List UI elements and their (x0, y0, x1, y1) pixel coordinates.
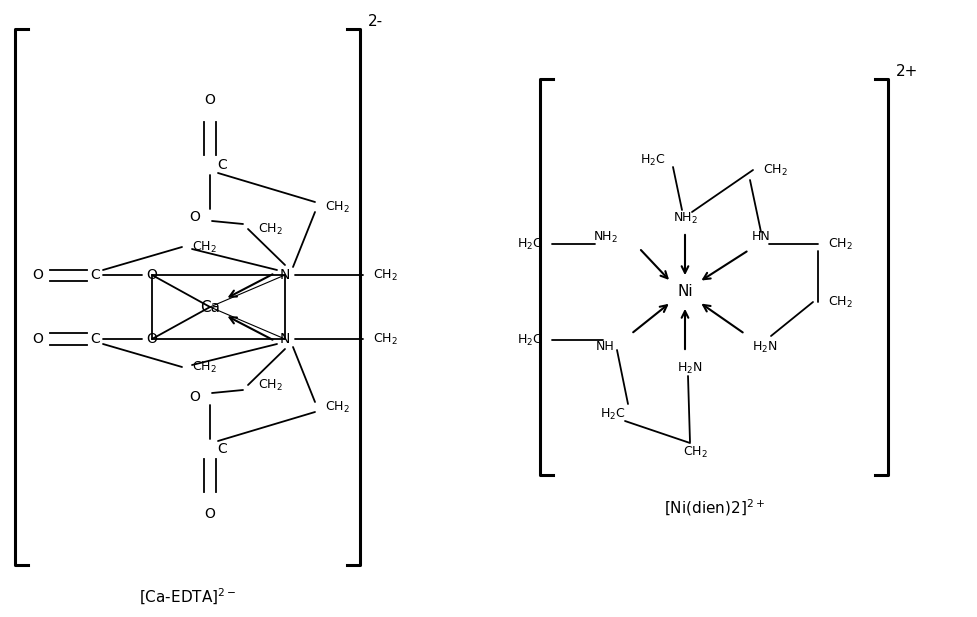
Text: CH$_2$: CH$_2$ (827, 294, 852, 310)
Text: H$_2$C: H$_2$C (640, 152, 665, 168)
Text: H$_2$C: H$_2$C (517, 236, 542, 252)
Text: CH$_2$: CH$_2$ (372, 267, 397, 283)
Text: HN: HN (751, 231, 770, 244)
Text: O: O (32, 332, 43, 346)
Text: H$_2$C: H$_2$C (600, 407, 625, 421)
Text: O: O (190, 390, 200, 404)
Text: N: N (279, 268, 290, 282)
Text: O: O (190, 210, 200, 224)
Text: NH: NH (595, 341, 614, 354)
Text: N: N (279, 332, 290, 346)
Text: CH$_2$: CH$_2$ (827, 236, 852, 252)
Text: 2-: 2- (367, 14, 383, 29)
Text: Ni: Ni (676, 284, 692, 299)
Text: O: O (204, 93, 215, 107)
Text: H$_2$C: H$_2$C (517, 333, 542, 347)
Text: H$_2$N: H$_2$N (676, 360, 702, 376)
Text: NH$_2$: NH$_2$ (592, 230, 616, 244)
Text: C: C (217, 158, 227, 172)
Text: CH$_2$: CH$_2$ (257, 378, 282, 392)
Text: CH$_2$: CH$_2$ (257, 222, 282, 236)
Text: 2+: 2+ (895, 64, 917, 79)
Text: O: O (147, 332, 157, 346)
Text: CH$_2$: CH$_2$ (762, 162, 786, 178)
Text: CH$_2$: CH$_2$ (324, 199, 349, 215)
Text: CH$_2$: CH$_2$ (191, 360, 216, 375)
Text: CH$_2$: CH$_2$ (682, 444, 706, 460)
Text: H$_2$N: H$_2$N (751, 339, 777, 355)
Text: CH$_2$: CH$_2$ (324, 399, 349, 415)
Text: O: O (32, 268, 43, 282)
Text: O: O (204, 507, 215, 521)
Text: CH$_2$: CH$_2$ (191, 239, 216, 255)
Text: CH$_2$: CH$_2$ (372, 331, 397, 347)
Text: Ca: Ca (199, 299, 220, 315)
Text: NH$_2$: NH$_2$ (672, 210, 697, 226)
Text: C: C (90, 268, 100, 282)
Text: [Ni(dien)2]$^{2+}$: [Ni(dien)2]$^{2+}$ (662, 497, 764, 518)
Text: [Ca-EDTA]$^{2-}$: [Ca-EDTA]$^{2-}$ (139, 587, 235, 607)
Text: C: C (217, 442, 227, 456)
Text: O: O (147, 268, 157, 282)
Text: C: C (90, 332, 100, 346)
